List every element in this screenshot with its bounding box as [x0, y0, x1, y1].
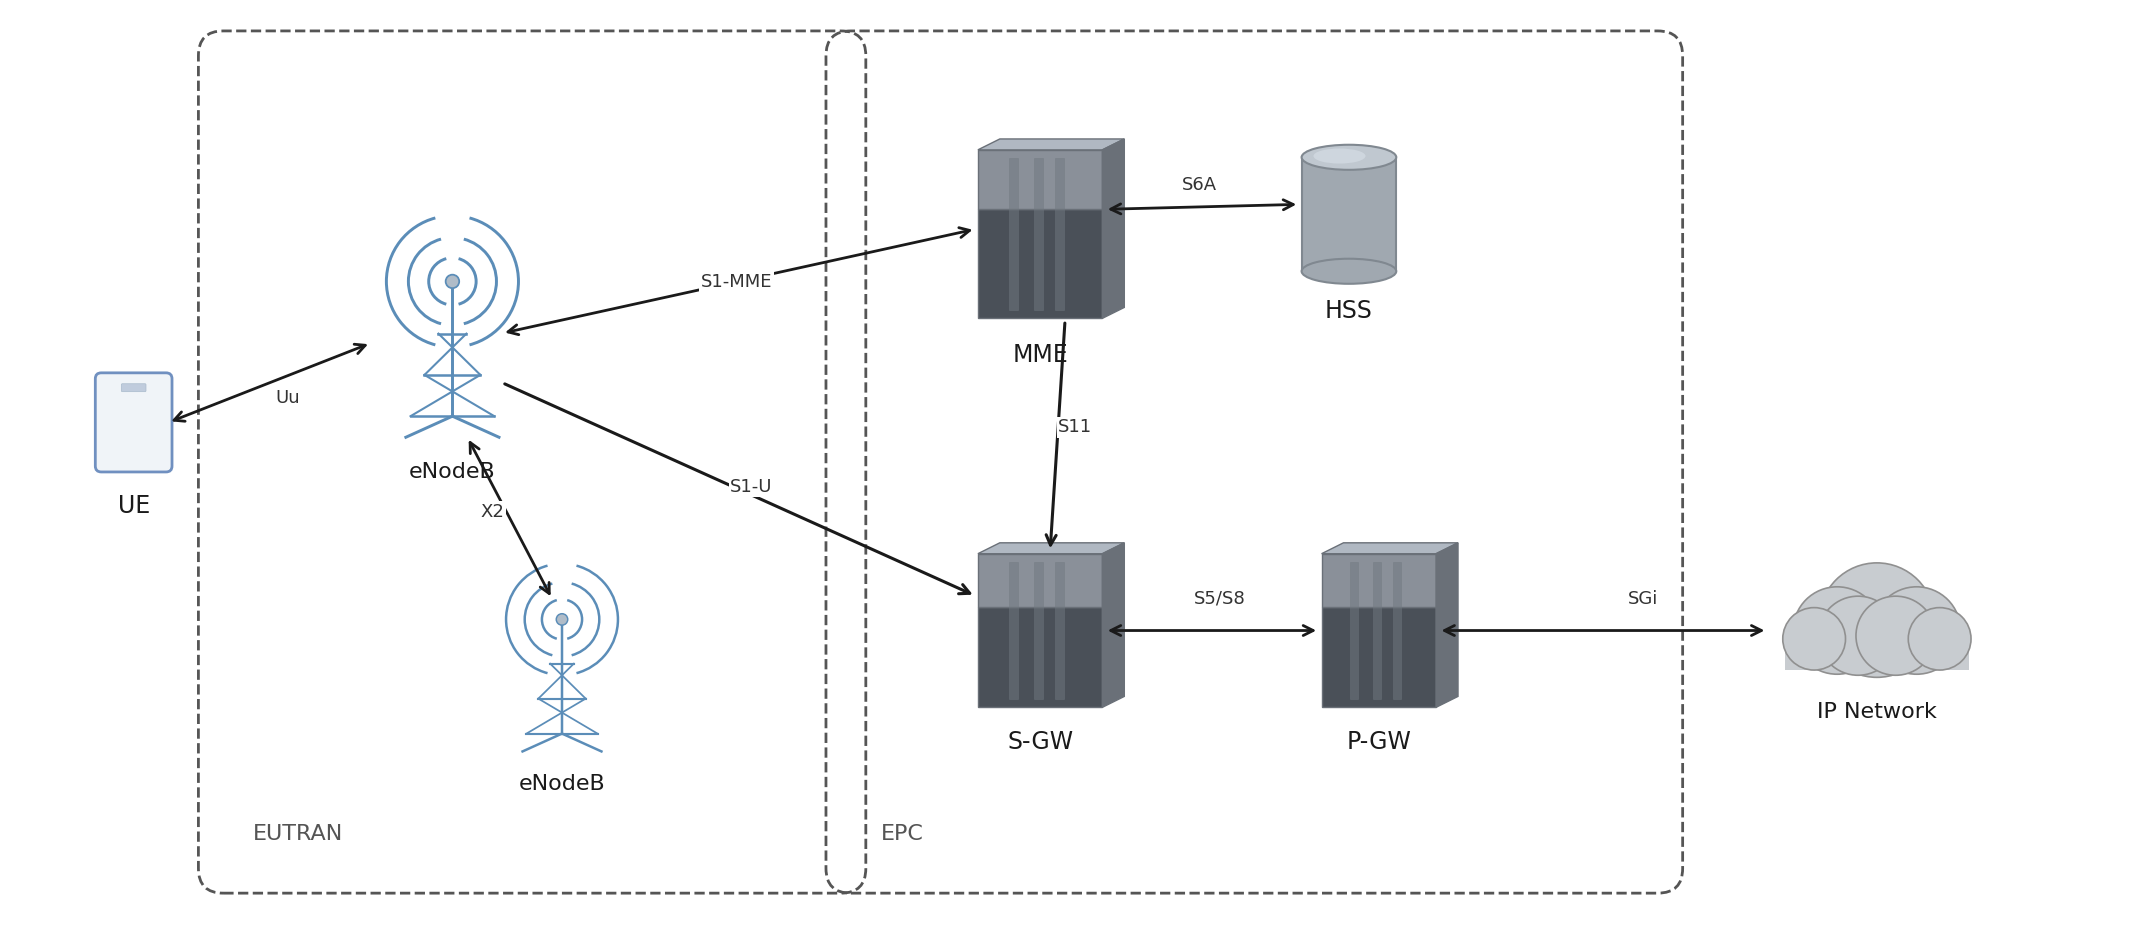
Text: S1-U: S1-U	[730, 478, 773, 496]
Ellipse shape	[1301, 259, 1396, 283]
FancyBboxPatch shape	[1394, 562, 1400, 699]
Polygon shape	[978, 139, 1124, 150]
FancyBboxPatch shape	[1301, 158, 1396, 271]
FancyBboxPatch shape	[1372, 562, 1381, 699]
FancyBboxPatch shape	[121, 384, 146, 391]
FancyBboxPatch shape	[1323, 608, 1437, 707]
Text: HSS: HSS	[1325, 298, 1372, 322]
Text: X2: X2	[480, 502, 504, 521]
FancyBboxPatch shape	[978, 209, 1103, 319]
FancyBboxPatch shape	[1034, 562, 1043, 699]
FancyBboxPatch shape	[1323, 554, 1437, 608]
FancyBboxPatch shape	[978, 554, 1103, 608]
Text: EPC: EPC	[881, 824, 924, 843]
Ellipse shape	[1301, 144, 1396, 170]
Ellipse shape	[1314, 148, 1366, 163]
Text: S11: S11	[1058, 418, 1092, 436]
Circle shape	[556, 613, 569, 625]
Polygon shape	[1103, 542, 1124, 707]
Polygon shape	[1437, 542, 1458, 707]
Text: S-GW: S-GW	[1008, 730, 1073, 754]
Text: EUTRAN: EUTRAN	[254, 824, 342, 843]
Circle shape	[1794, 587, 1880, 674]
Text: P-GW: P-GW	[1346, 730, 1411, 754]
FancyBboxPatch shape	[1786, 631, 1969, 670]
FancyArrowPatch shape	[470, 443, 549, 594]
Text: SGi: SGi	[1628, 590, 1659, 608]
Text: IP Network: IP Network	[1818, 702, 1936, 722]
Text: eNodeB: eNodeB	[409, 462, 495, 482]
FancyArrowPatch shape	[508, 227, 969, 335]
FancyArrowPatch shape	[1047, 323, 1064, 545]
FancyBboxPatch shape	[95, 373, 172, 472]
FancyArrowPatch shape	[1445, 625, 1762, 636]
FancyBboxPatch shape	[1351, 562, 1359, 699]
Circle shape	[1784, 608, 1846, 670]
Text: S6A: S6A	[1183, 175, 1217, 194]
Text: UE: UE	[118, 494, 151, 518]
FancyBboxPatch shape	[978, 608, 1103, 707]
FancyArrowPatch shape	[1111, 199, 1292, 214]
FancyBboxPatch shape	[1055, 158, 1064, 310]
Circle shape	[1820, 563, 1934, 678]
Text: Uu: Uu	[276, 389, 299, 406]
Circle shape	[1857, 596, 1936, 676]
Text: S5/S8: S5/S8	[1193, 590, 1245, 608]
FancyBboxPatch shape	[1008, 158, 1017, 310]
Circle shape	[446, 275, 459, 288]
Text: S1-MME: S1-MME	[700, 273, 771, 291]
FancyBboxPatch shape	[1055, 562, 1064, 699]
Circle shape	[1818, 596, 1898, 676]
Polygon shape	[978, 542, 1124, 554]
FancyArrowPatch shape	[504, 384, 969, 594]
Polygon shape	[1323, 542, 1458, 554]
FancyArrowPatch shape	[1111, 625, 1314, 636]
Circle shape	[1908, 608, 1971, 670]
FancyBboxPatch shape	[978, 150, 1103, 209]
Text: eNodeB: eNodeB	[519, 774, 605, 794]
Circle shape	[1872, 587, 1960, 674]
FancyArrowPatch shape	[174, 344, 366, 421]
Text: MME: MME	[1012, 343, 1068, 367]
FancyBboxPatch shape	[1008, 562, 1017, 699]
Polygon shape	[1103, 139, 1124, 319]
FancyBboxPatch shape	[1034, 158, 1043, 310]
